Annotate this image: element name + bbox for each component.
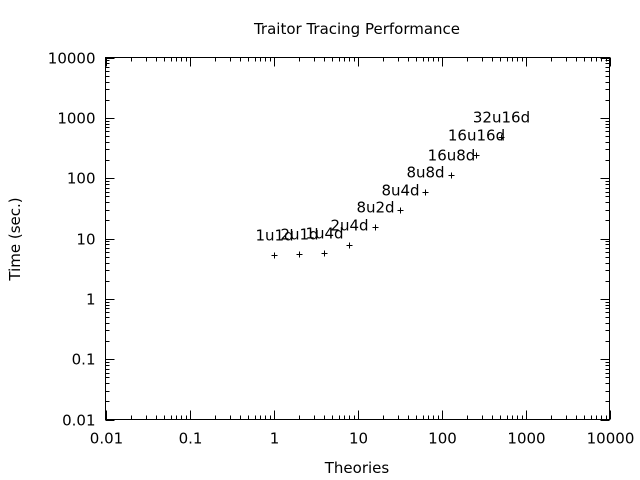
data-point-label: 8u2d bbox=[356, 199, 394, 217]
x-tick-label: 1000 bbox=[507, 430, 545, 448]
data-point-marker bbox=[498, 134, 505, 141]
data-point-label: 1u1d bbox=[255, 227, 293, 245]
data-point-marker bbox=[448, 172, 455, 179]
data-point-label: 16u8d bbox=[428, 147, 476, 165]
plot-frame bbox=[105, 57, 610, 420]
axis-tick-labels: 0.01 0.1 1 10 100 1000 10000 0.01 0.1 1 10 100 1000 1… bbox=[48, 50, 635, 448]
y-tick-label: 0.1 bbox=[72, 351, 96, 369]
y-tick-label: 1000 bbox=[57, 110, 95, 128]
data-point-label: 2u4d bbox=[330, 217, 368, 235]
x-tick-label: 10000 bbox=[587, 430, 635, 448]
chart-title: Traitor Tracing Performance bbox=[253, 20, 460, 38]
data-point-label: 8u4d bbox=[381, 182, 419, 200]
x-tick-label: 0.01 bbox=[90, 430, 123, 448]
data-point-label: 1u4d bbox=[305, 225, 343, 243]
x-tick-label: 1 bbox=[270, 430, 280, 448]
y-axis-label: Time (sec.) bbox=[6, 197, 24, 281]
data-point-label: 32u16d bbox=[473, 109, 530, 127]
data-point-marker bbox=[397, 207, 404, 214]
data-points bbox=[271, 134, 505, 259]
axis-ticks bbox=[105, 57, 611, 421]
data-point-marker bbox=[473, 152, 480, 159]
y-tick-label: 10 bbox=[76, 231, 95, 249]
y-tick-label: 10000 bbox=[48, 50, 96, 68]
data-point-label: 2u1d bbox=[280, 226, 318, 244]
x-tick-label: 0.1 bbox=[179, 430, 203, 448]
data-point-marker bbox=[422, 189, 429, 196]
data-point-marker bbox=[346, 242, 353, 249]
x-tick-label: 10 bbox=[349, 430, 368, 448]
x-axis-label: Theories bbox=[324, 459, 390, 477]
data-point-marker bbox=[372, 224, 379, 231]
y-tick-label: 1 bbox=[86, 291, 96, 309]
data-point-marker bbox=[296, 251, 303, 258]
data-point-label: 16u16d bbox=[448, 127, 505, 145]
data-point-marker bbox=[321, 250, 328, 257]
data-point-marker bbox=[271, 252, 278, 259]
y-tick-label: 0.01 bbox=[62, 412, 95, 430]
y-tick-label: 100 bbox=[67, 170, 96, 188]
data-point-label: 8u8d bbox=[406, 164, 444, 182]
x-tick-label: 100 bbox=[428, 430, 457, 448]
